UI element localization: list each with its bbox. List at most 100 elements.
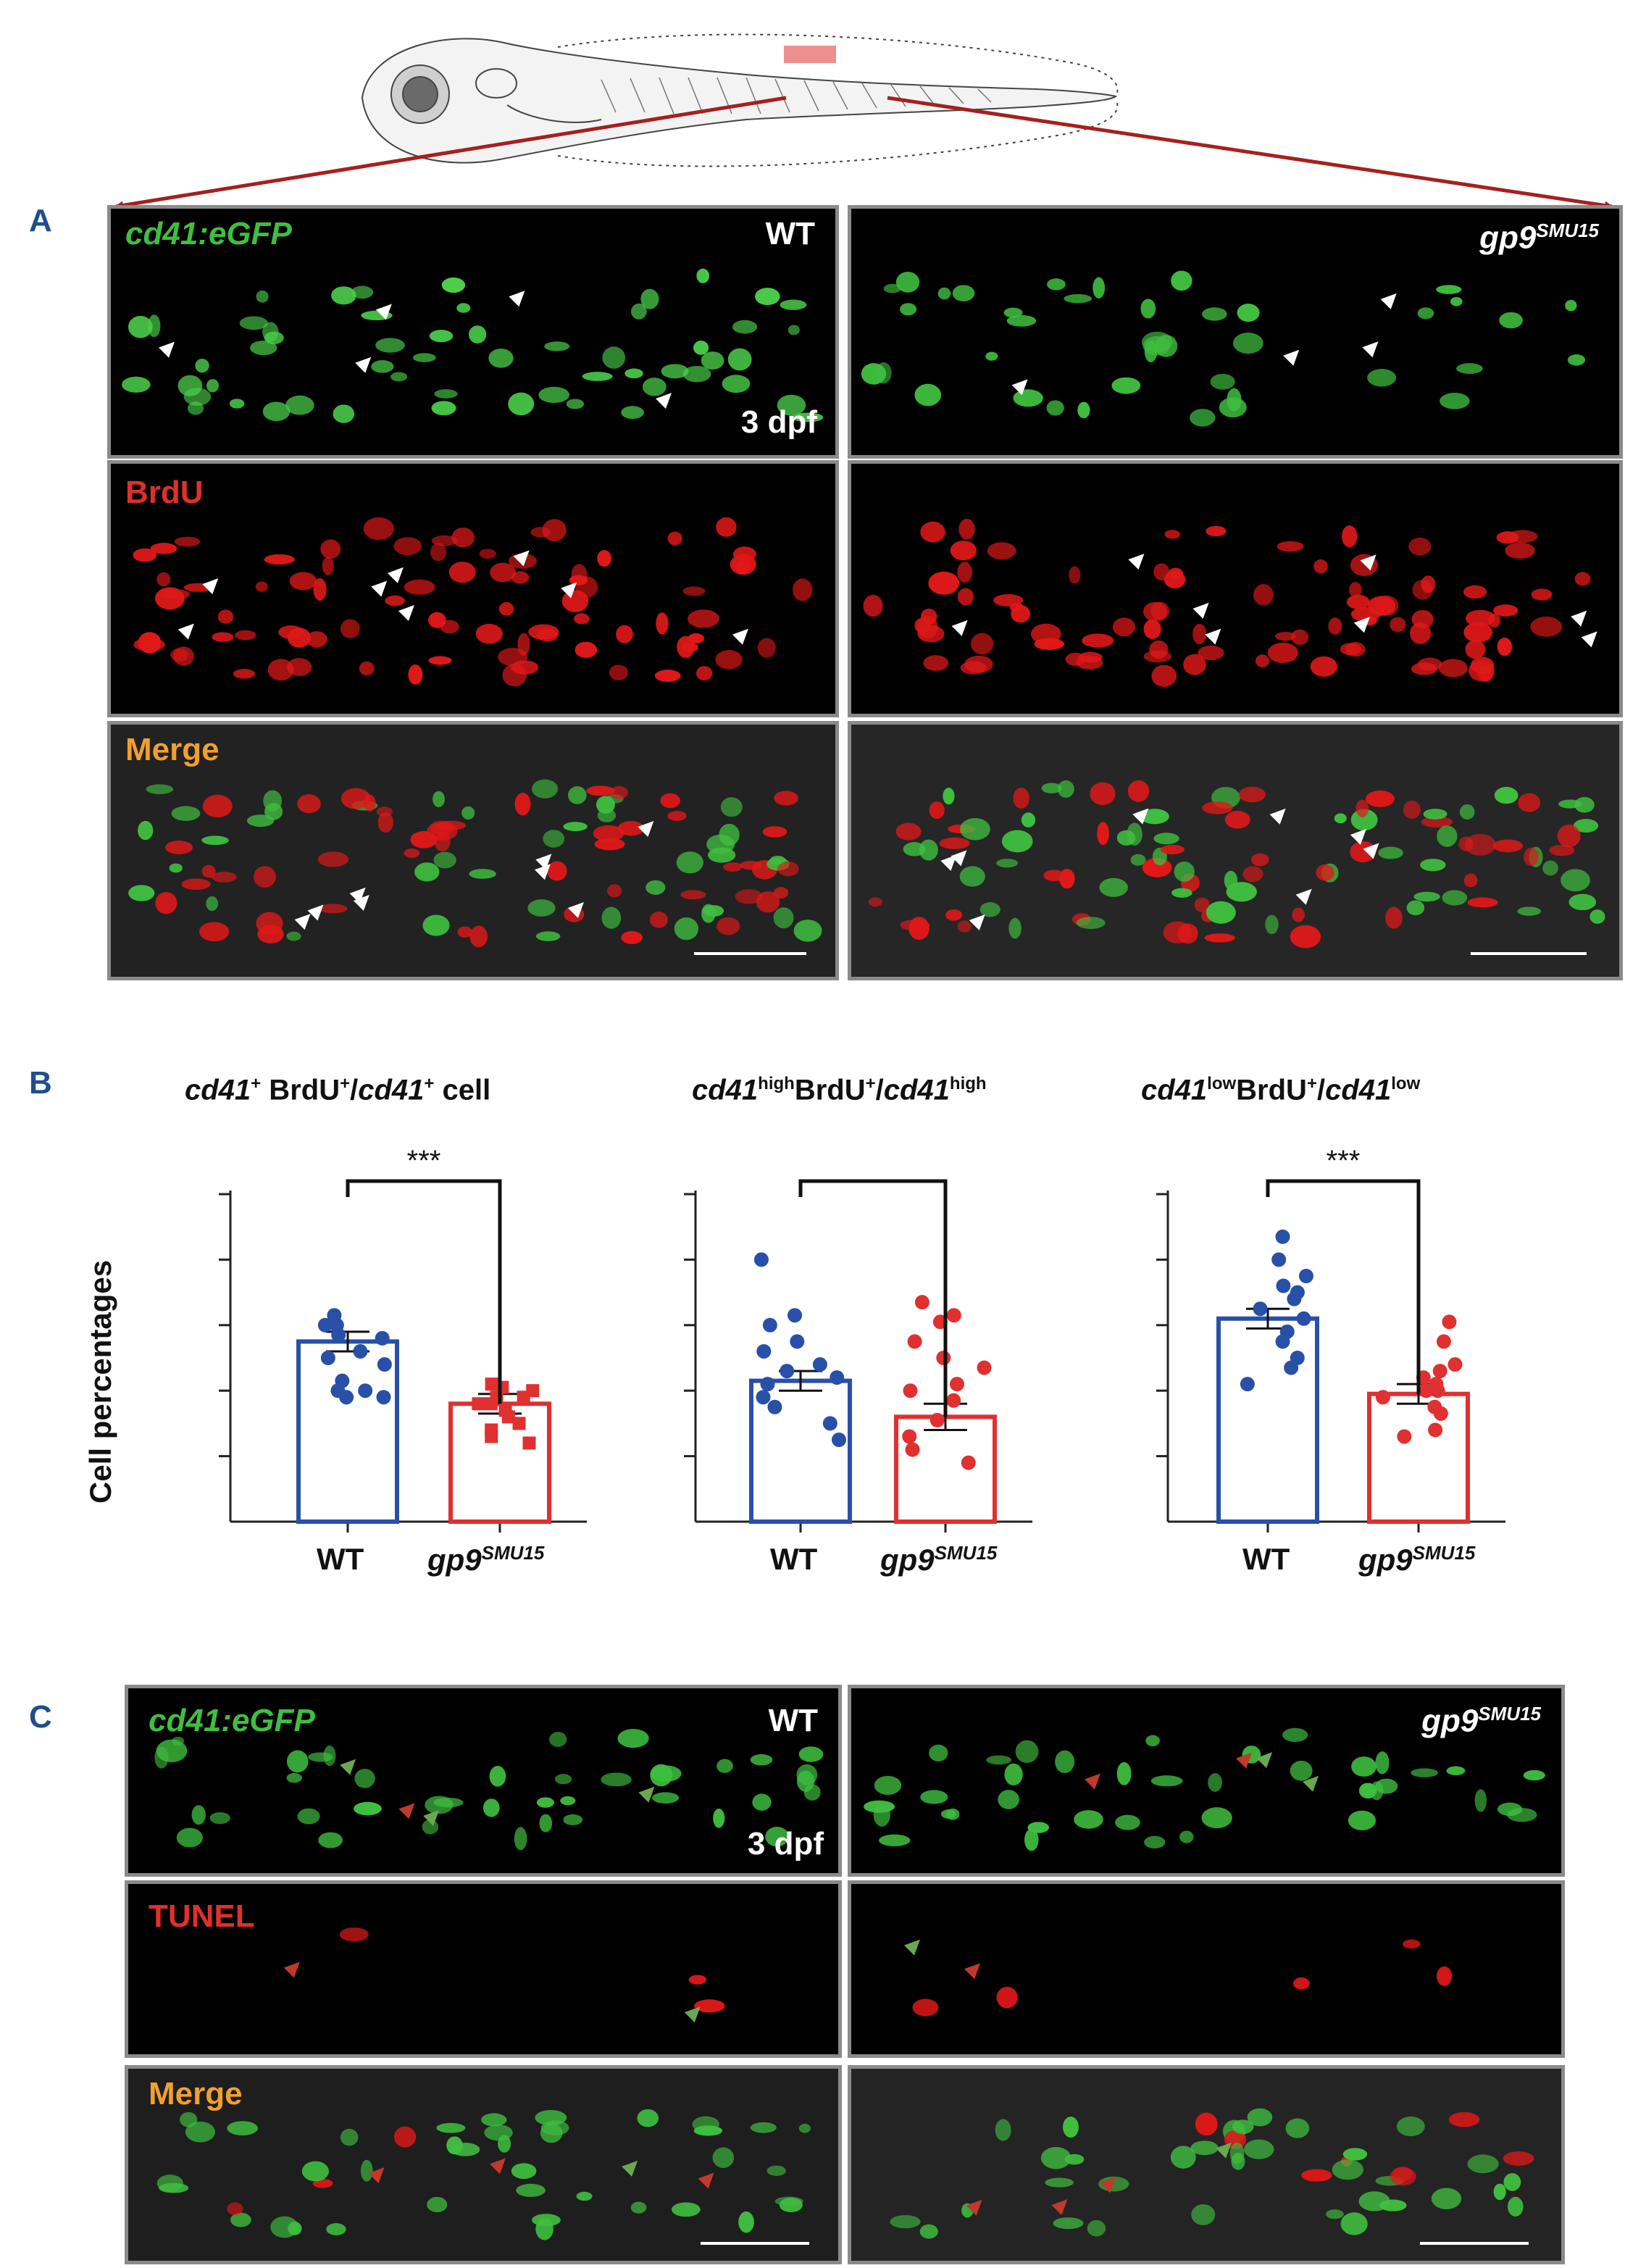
data-point (949, 1377, 964, 1392)
significance-label: *** (407, 1145, 441, 1177)
cell-blob (1021, 812, 1036, 827)
cell-blob (427, 2196, 448, 2213)
cell-blob (597, 809, 617, 822)
cell-blob (1077, 401, 1090, 419)
data-point (790, 1334, 805, 1349)
cell-blob (1292, 907, 1305, 922)
cell-blob (211, 872, 237, 883)
arrowhead-marker (1581, 631, 1597, 648)
cell-blob (875, 362, 892, 384)
cell-blob (676, 851, 703, 874)
cell-blob (333, 404, 355, 423)
cell-blob (297, 1808, 320, 1825)
cell-blob (986, 1755, 1012, 1765)
arrowhead-marker (1085, 1773, 1101, 1790)
cell-blob (170, 648, 188, 662)
data-point (961, 1455, 976, 1470)
cell-blob (868, 897, 882, 907)
cell-blob (155, 891, 177, 914)
cell-blob (624, 368, 643, 379)
cell-blob (359, 661, 375, 676)
cell-blob (1232, 2119, 1254, 2135)
cell-blob (1201, 1807, 1232, 1829)
cell-blob (1191, 2204, 1216, 2226)
cell-blob (1059, 869, 1075, 889)
cell-blob (660, 793, 680, 809)
cell-blob (527, 899, 556, 917)
cell-blob (630, 2201, 647, 2214)
cell-blob (536, 1797, 554, 1808)
data-point (812, 1357, 827, 1372)
cell-blob (1557, 824, 1581, 848)
cell-blob (1291, 629, 1309, 646)
cell-blob (765, 1827, 789, 1847)
cell-blob (1238, 786, 1266, 803)
arrowhead-marker (1353, 617, 1370, 633)
arrowhead-marker (534, 864, 551, 880)
cell-blob (920, 1790, 948, 1804)
cell-blob (1277, 541, 1304, 552)
cell-blob (656, 612, 669, 635)
cell-blob (1099, 877, 1128, 897)
data-point (1375, 1390, 1390, 1405)
cell-blob (1523, 1769, 1545, 1781)
panel-letter-a: A (29, 203, 52, 238)
cell-blob (929, 801, 945, 820)
cell-blob (777, 394, 806, 416)
arrowhead-marker (969, 914, 985, 931)
cell-blob (408, 664, 423, 685)
cell-blob (873, 1804, 890, 1827)
cell-blob (750, 2122, 777, 2133)
cell-blob (566, 399, 585, 409)
cell-blob (516, 2183, 546, 2197)
cell-blob (1253, 583, 1274, 606)
cell-blob (1436, 1966, 1453, 1986)
arrowhead-marker (509, 291, 525, 307)
cell-blob (1082, 633, 1114, 648)
cell-blob (1076, 655, 1103, 670)
cell-blob (227, 2121, 259, 2136)
arrowhead-marker (1256, 1752, 1273, 1769)
cell-blob (723, 862, 743, 872)
cell-blob (183, 388, 212, 406)
cell-blob (1503, 2151, 1534, 2166)
cell-blob (602, 346, 626, 369)
cell-blob (404, 848, 420, 858)
cell-blob (206, 896, 219, 912)
cell-blob (957, 562, 973, 583)
arrowhead-marker (423, 1809, 440, 1826)
cell-blob (1151, 664, 1177, 687)
arrowhead-marker (489, 2158, 506, 2175)
cell-blob (560, 1796, 576, 1806)
cell-blob (958, 518, 975, 540)
cell-blob (549, 1731, 567, 1747)
cell-blob (1458, 836, 1474, 851)
cell-blob (594, 838, 625, 851)
arrowhead-marker (398, 605, 414, 622)
cell-blob (535, 931, 561, 941)
cells-green (864, 1727, 1545, 1851)
cell-blob (995, 2119, 1011, 2141)
cell-blob (185, 2121, 216, 2143)
cell-blob (762, 826, 788, 838)
cell-blob (693, 341, 709, 355)
data-point (1296, 1311, 1311, 1326)
cell-blob (1170, 2146, 1196, 2169)
panel-letter-b: B (29, 1065, 52, 1101)
cell-blob (246, 814, 275, 827)
cell-blob (1145, 1735, 1160, 1747)
cell-blob (1349, 582, 1362, 598)
data-point (501, 1410, 515, 1424)
cell-blob (715, 650, 743, 670)
cell-blob (446, 2136, 463, 2155)
cell-blob (156, 572, 171, 587)
cell-blob (1367, 369, 1397, 387)
cell-blob (943, 787, 955, 805)
panel-b-charts: *** *** (219, 1145, 1505, 1533)
cell-blob (688, 609, 719, 628)
cell-blob (393, 2126, 417, 2148)
bar-mut (448, 1401, 551, 1524)
cell-blob (1144, 1835, 1166, 1849)
cell-blob (680, 890, 706, 900)
cell-blob (649, 912, 668, 928)
